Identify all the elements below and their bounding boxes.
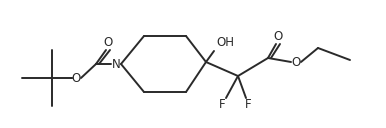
Text: N: N [112,57,120,71]
Text: O: O [71,72,81,84]
Text: O: O [291,56,301,68]
Text: O: O [273,30,283,44]
Text: F: F [219,98,225,110]
Text: O: O [103,36,113,50]
Text: OH: OH [216,36,234,50]
Text: F: F [245,98,251,110]
